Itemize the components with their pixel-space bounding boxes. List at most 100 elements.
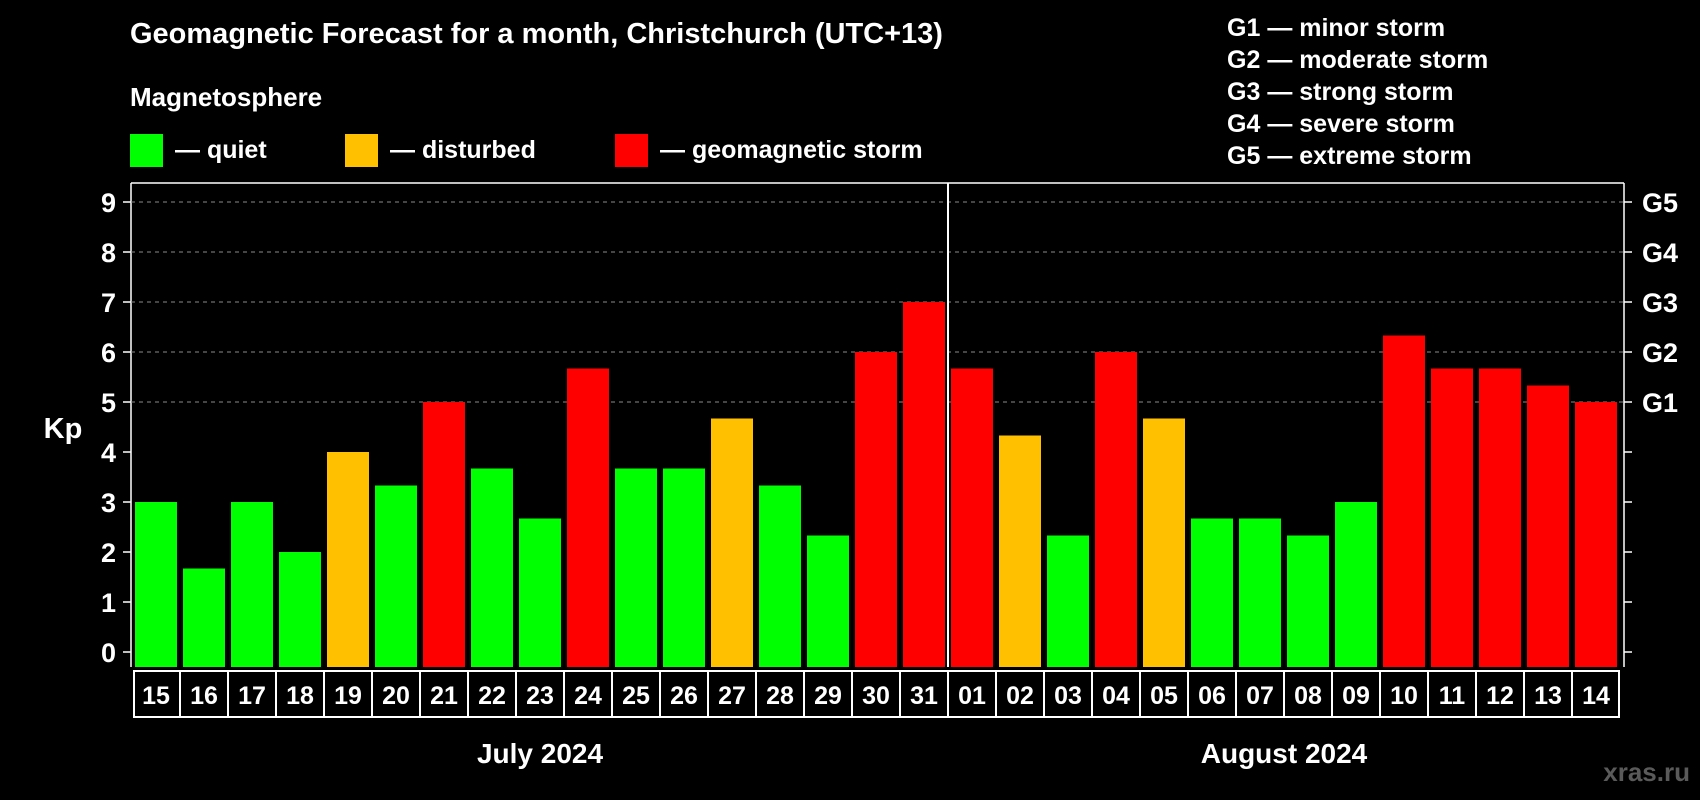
bar-18 <box>279 552 321 667</box>
bar-19 <box>327 452 369 667</box>
storm-code: G1 <box>1227 14 1261 42</box>
x-tick-label-22: 22 <box>478 682 506 710</box>
x-tick-label-21: 21 <box>430 682 458 710</box>
bar-23 <box>519 518 561 667</box>
x-tick-label-19: 19 <box>334 682 362 710</box>
y-tick-label: 1 <box>101 588 116 618</box>
x-tick-label-02: 02 <box>1006 682 1034 710</box>
bar-22 <box>471 468 513 667</box>
x-tick-label-24: 24 <box>574 682 602 710</box>
x-tick-label-27: 27 <box>718 682 746 710</box>
bar-11 <box>1431 368 1473 667</box>
y-tick-label: 7 <box>101 288 116 318</box>
x-tick-label-05: 05 <box>1150 682 1178 710</box>
bar-05 <box>1143 418 1185 667</box>
y-tick-label: 0 <box>101 638 116 668</box>
bar-12 <box>1479 368 1521 667</box>
y-tick-label: 4 <box>101 438 116 468</box>
bar-07 <box>1239 518 1281 667</box>
month-label-1: August 2024 <box>1201 738 1368 769</box>
storm-code: G5 <box>1227 142 1261 170</box>
x-tick-label-10: 10 <box>1390 682 1418 710</box>
x-tick-label-09: 09 <box>1342 682 1370 710</box>
y-tick-label: 2 <box>101 538 116 568</box>
bar-24 <box>567 368 609 667</box>
bar-29 <box>807 535 849 667</box>
bar-31 <box>903 302 945 667</box>
storm-scale-legend: G1 — minor storm G2 — moderate storm G3 … <box>1227 12 1488 172</box>
storm-desc: — moderate storm <box>1267 46 1489 74</box>
x-tick-label-28: 28 <box>766 682 794 710</box>
bar-21 <box>423 402 465 667</box>
x-tick-label-03: 03 <box>1054 682 1082 710</box>
storm-code: G4 <box>1227 110 1261 138</box>
bar-01 <box>951 368 993 667</box>
x-tick-label-25: 25 <box>622 682 650 710</box>
x-tick-label-31: 31 <box>910 682 938 710</box>
legend-disturbed: — disturbed <box>345 133 536 167</box>
legend-swatch-storm <box>615 133 648 167</box>
storm-scale-g2: G2 — moderate storm <box>1227 44 1488 76</box>
x-tick-label-06: 06 <box>1198 682 1226 710</box>
g-scale-label: G5 <box>1642 188 1678 218</box>
legend-label-disturbed: — disturbed <box>390 135 536 164</box>
g-scale-label: G3 <box>1642 288 1678 318</box>
y-tick-label: 5 <box>101 388 116 418</box>
legend-quiet: — quiet <box>130 133 267 167</box>
bar-16 <box>183 568 225 667</box>
bar-02 <box>999 435 1041 667</box>
x-tick-label-11: 11 <box>1439 682 1466 710</box>
x-tick-label-16: 16 <box>190 682 218 710</box>
y-axis-title: Kp <box>44 413 83 445</box>
bar-10 <box>1383 335 1425 667</box>
watermark: xras.ru <box>1603 757 1690 787</box>
bar-13 <box>1527 385 1569 667</box>
bar-20 <box>375 485 417 667</box>
y-tick-label: 3 <box>101 488 116 518</box>
y-tick-label: 6 <box>101 338 116 368</box>
g-scale-label: G4 <box>1642 238 1678 268</box>
legend-label-quiet: — quiet <box>175 135 267 164</box>
legend-label-storm: — geomagnetic storm <box>660 135 923 164</box>
x-tick-label-13: 13 <box>1534 682 1562 710</box>
g-scale-label: G1 <box>1642 388 1678 418</box>
x-tick-label-01: 01 <box>958 682 986 710</box>
bar-04 <box>1095 352 1137 667</box>
bar-06 <box>1191 518 1233 667</box>
bar-26 <box>663 468 705 667</box>
storm-code: G2 <box>1227 46 1261 74</box>
storm-scale-g3: G3 — strong storm <box>1227 76 1488 108</box>
x-tick-label-14: 14 <box>1582 682 1610 710</box>
bar-15 <box>135 502 177 667</box>
bar-25 <box>615 468 657 667</box>
legend-swatch-disturbed <box>345 133 378 167</box>
x-tick-label-18: 18 <box>286 682 314 710</box>
bar-30 <box>855 352 897 667</box>
g-scale-label: G2 <box>1642 338 1678 368</box>
legend-storm: — geomagnetic storm <box>615 133 923 167</box>
x-tick-label-29: 29 <box>814 682 842 710</box>
y-tick-label: 9 <box>101 188 116 218</box>
y-tick-label: 8 <box>101 238 116 268</box>
x-tick-label-23: 23 <box>526 682 554 710</box>
x-tick-label-17: 17 <box>238 682 266 710</box>
bar-03 <box>1047 535 1089 667</box>
x-tick-label-26: 26 <box>670 682 698 710</box>
x-tick-label-07: 07 <box>1246 682 1274 710</box>
bar-09 <box>1335 502 1377 667</box>
x-tick-label-04: 04 <box>1102 682 1130 710</box>
storm-desc: — extreme storm <box>1267 142 1472 170</box>
x-tick-label-30: 30 <box>862 682 890 710</box>
storm-scale-g1: G1 — minor storm <box>1227 12 1488 44</box>
storm-code: G3 <box>1227 78 1261 106</box>
bar-27 <box>711 418 753 667</box>
bar-08 <box>1287 535 1329 667</box>
storm-desc: — severe storm <box>1267 110 1455 138</box>
section-label: Magnetosphere <box>130 82 323 112</box>
storm-scale-g4: G4 — severe storm <box>1227 108 1488 140</box>
storm-scale-g5: G5 — extreme storm <box>1227 140 1488 172</box>
x-tick-label-15: 15 <box>142 682 170 710</box>
x-tick-label-12: 12 <box>1486 682 1514 710</box>
chart-title: Geomagnetic Forecast for a month, Christ… <box>130 18 943 50</box>
